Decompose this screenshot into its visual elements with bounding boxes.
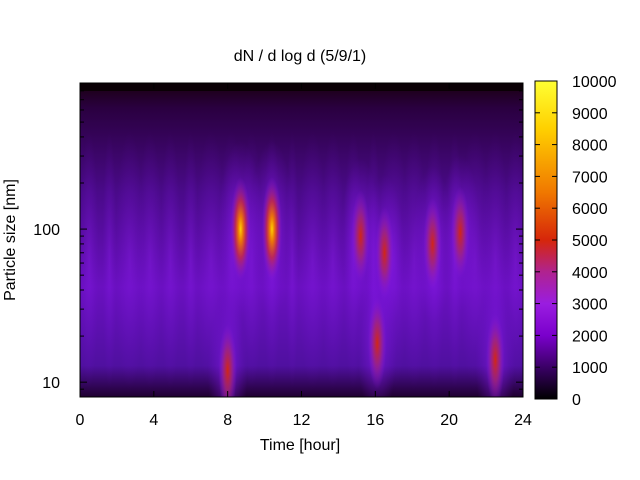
- colorbar-tick-label: 0: [572, 392, 581, 409]
- plot-area: [80, 83, 523, 397]
- hotspot: [230, 177, 251, 282]
- y-axis-label: Particle size [nm]: [2, 179, 19, 301]
- colorbar-tick-label: 8000: [572, 138, 608, 155]
- x-tick-label: 16: [366, 412, 384, 429]
- x-tick-label: 8: [223, 412, 232, 429]
- heatmap-streak: [102, 130, 117, 390]
- hotspot: [351, 190, 370, 283]
- x-tick-label: 20: [440, 412, 458, 429]
- heatmap-streak: [298, 130, 327, 390]
- heatmap-hotspots: [207, 140, 516, 397]
- colorbar-ticks: 0 1000 2000 3000 4000 5000 6000 7000 8000 9000 100…: [535, 74, 617, 409]
- x-tick-label: 4: [149, 412, 158, 429]
- colorbar-tick-label: 9000: [572, 106, 608, 123]
- hotspot: [486, 313, 505, 397]
- x-axis-label: Time [hour]: [260, 437, 340, 454]
- hotspot: [423, 197, 442, 290]
- colorbar-tick-label: 3000: [572, 297, 608, 314]
- x-tick-label: 12: [293, 412, 311, 429]
- colorbar-tick-label: 7000: [572, 169, 608, 186]
- heatmap-streak: [182, 130, 199, 390]
- x-axis-ticks: 0 4 8 12 16 20 24: [76, 83, 532, 429]
- colorbar-tick-label: 4000: [572, 265, 608, 282]
- y-tick-label: 100: [33, 222, 60, 239]
- x-tick-label: 24: [514, 412, 532, 429]
- y-axis-ticks: 10 100: [33, 82, 523, 398]
- hotspot: [451, 186, 470, 279]
- heatmap-streak: [80, 130, 99, 390]
- heatmap-streak: [137, 130, 163, 390]
- heatmap-streak: [114, 130, 145, 390]
- colorbar-tick-label: 2000: [572, 328, 608, 345]
- colorbar-tick-label: 1000: [572, 360, 608, 377]
- chart-title: dN / d log d (5/9/1): [234, 48, 367, 65]
- colorbar-tick-label: 6000: [572, 201, 608, 218]
- colorbar-tick-label: 5000: [572, 233, 608, 250]
- y-tick-label: 10: [42, 375, 60, 392]
- hotspot: [261, 177, 282, 282]
- hotspot: [218, 324, 237, 397]
- heatmap-streak: [160, 130, 181, 390]
- heatmap-streak: [320, 130, 345, 390]
- colorbar-tick-label: 10000: [572, 74, 617, 91]
- hotspot: [368, 297, 387, 390]
- x-tick-label: 0: [76, 412, 85, 429]
